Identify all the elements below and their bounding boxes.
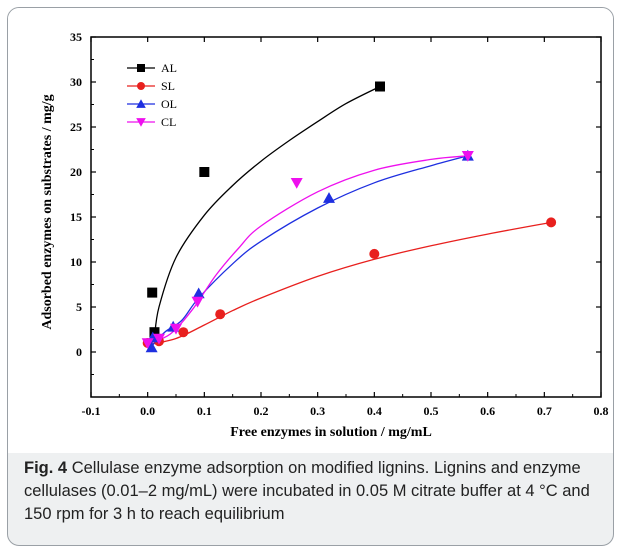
fit-curve-al bbox=[153, 85, 381, 338]
data-point-ol bbox=[323, 192, 335, 203]
figure-caption: Fig. 4 Cellulase enzyme adsorption on mo… bbox=[24, 457, 604, 526]
x-axis-title: Free enzymes in solution / mg/mL bbox=[230, 425, 432, 440]
x-tick-label: 0.4 bbox=[367, 404, 382, 418]
caption-label: Fig. 4 bbox=[24, 459, 68, 477]
y-tick-label: 0 bbox=[76, 345, 82, 359]
legend-marker-ol bbox=[136, 99, 146, 108]
data-point-ol bbox=[192, 287, 205, 299]
plot-area bbox=[8, 8, 613, 453]
data-point-sl bbox=[369, 248, 380, 259]
x-tick-label: 0.3 bbox=[310, 404, 325, 418]
data-point-cl bbox=[141, 338, 154, 349]
data-point-al bbox=[375, 81, 385, 92]
data-point-ol bbox=[145, 341, 158, 353]
fit-curve-cl bbox=[147, 155, 468, 345]
x-tick-label: 0.2 bbox=[254, 404, 269, 418]
caption-text: Cellulase enzyme adsorption on modified … bbox=[24, 459, 590, 523]
x-tick-label: 0.0 bbox=[140, 404, 155, 418]
data-point-cl bbox=[191, 296, 204, 308]
y-tick-label: 20 bbox=[70, 165, 82, 179]
data-point-cl bbox=[290, 178, 303, 189]
x-tick-label: 0.1 bbox=[197, 404, 212, 418]
data-point-al bbox=[147, 287, 158, 298]
y-tick-label: 15 bbox=[70, 210, 82, 224]
legend-label-al: AL bbox=[161, 61, 177, 75]
legend-label-cl: CL bbox=[161, 115, 176, 129]
legend-label-sl: SL bbox=[161, 79, 175, 93]
x-tick-label: 0.7 bbox=[537, 404, 552, 418]
y-tick-label: 5 bbox=[76, 300, 82, 314]
fit-curve-ol bbox=[150, 155, 469, 348]
x-tick-label: -0.1 bbox=[82, 404, 101, 418]
y-tick-label: 30 bbox=[70, 75, 82, 89]
data-point-sl bbox=[178, 327, 189, 338]
fit-curve-sl bbox=[147, 221, 552, 346]
y-tick-label: 10 bbox=[70, 255, 82, 269]
data-point-sl bbox=[215, 309, 226, 320]
legend-marker-al bbox=[137, 64, 145, 72]
y-tick-label: 25 bbox=[70, 120, 82, 134]
x-tick-label: 0.5 bbox=[424, 404, 439, 418]
data-point-cl bbox=[170, 323, 182, 335]
legend-label-ol: OL bbox=[161, 97, 177, 111]
data-point-sl bbox=[546, 217, 557, 228]
y-axis-title: Adsorbed enzymes on substrates / mg/g bbox=[40, 94, 55, 329]
figure-frame: Fig. 4 Cellulase enzyme adsorption on mo… bbox=[7, 7, 614, 546]
legend-marker-cl bbox=[136, 118, 146, 127]
x-tick-label: 0.6 bbox=[480, 404, 495, 418]
data-point-al bbox=[149, 327, 160, 338]
data-point-al bbox=[199, 167, 210, 177]
data-point-cl bbox=[153, 333, 165, 345]
legend-marker-sl bbox=[137, 82, 145, 90]
data-point-cl bbox=[461, 151, 474, 162]
x-tick-label: 0.8 bbox=[594, 404, 609, 418]
y-tick-label: 35 bbox=[70, 30, 82, 44]
